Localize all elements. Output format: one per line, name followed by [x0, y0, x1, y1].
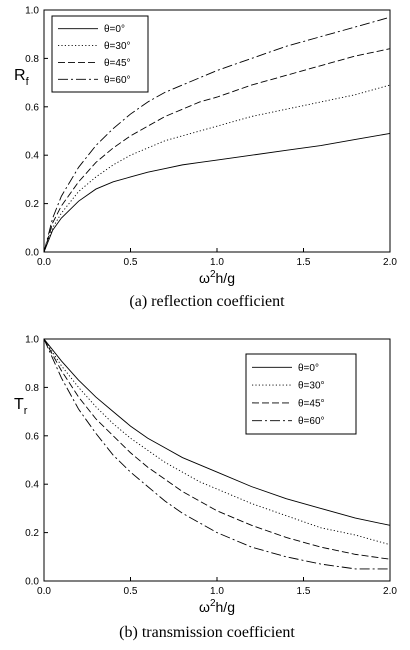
legend-label-1: θ=0°	[298, 363, 319, 374]
legend: θ=0° θ=30° θ=45° θ=60°	[245, 353, 357, 435]
series-line-2	[43, 338, 391, 546]
chart-panel-1: 0.0 0.5 1.0 1.5 2.0 0.0 0.2 0.4 0.6 0.8 1.0 Rf ω2h/g…	[14, 6, 397, 311]
series-line-2	[43, 84, 391, 253]
legend-label-2: θ=30°	[298, 381, 325, 392]
x-tick-label: 0.0	[37, 586, 51, 597]
y-tick-label: 1.0	[25, 335, 39, 346]
series-line-4	[43, 16, 391, 253]
legend-label-3: θ=45°	[104, 58, 131, 69]
x-axis-label: ω2h/g	[199, 598, 235, 615]
y-tick-label: 0.4	[25, 480, 39, 491]
y-axis-label: Rf	[14, 67, 30, 88]
x-tick-label: 1.5	[297, 586, 311, 597]
y-tick-label: 1.0	[25, 6, 39, 17]
x-axis-label: ω2h/g	[199, 269, 235, 286]
y-axis-label: Tr	[14, 396, 28, 417]
y-tick-label: 0.2	[25, 528, 39, 539]
legend-label-1: θ=0°	[104, 24, 125, 35]
y-tick-label: 0.0	[25, 248, 39, 259]
y-tick-label: 0.2	[25, 199, 39, 210]
legend-label-2: θ=30°	[104, 41, 131, 52]
x-tick-label: 1.0	[210, 586, 224, 597]
legend-label-4: θ=60°	[298, 416, 325, 427]
y-tick-label: 0.4	[25, 151, 39, 162]
legend-label-3: θ=45°	[298, 398, 325, 409]
chart-panel-2: 0.0 0.5 1.0 1.5 2.0 0.0 0.2 0.4 0.6 0.8 1.0 Tr ω2h/g…	[14, 335, 397, 642]
legend-box	[51, 15, 149, 93]
x-tick-label: 0.0	[37, 257, 51, 268]
legend-label-4: θ=60°	[104, 75, 131, 86]
series-line-4	[43, 338, 390, 570]
legend: θ=0° θ=30° θ=45° θ=60°	[51, 15, 149, 93]
x-tick-label: 2.0	[383, 586, 397, 597]
x-tick-label: 2.0	[383, 257, 397, 268]
y-tick-label: 0.6	[25, 431, 39, 442]
y-tick-label: 0.8	[25, 383, 39, 394]
chart-caption: (b) transmission coefficient	[119, 624, 295, 641]
y-tick-label: 0.0	[25, 577, 39, 588]
chart-caption: (a) reflection coefficient	[129, 293, 285, 310]
y-tick-label: 0.8	[25, 54, 39, 65]
series-line-1	[43, 132, 391, 253]
series-line-1	[43, 338, 391, 526]
y-tick-label: 0.6	[25, 102, 39, 113]
x-tick-label: 1.0	[210, 257, 224, 268]
x-tick-label: 0.5	[124, 586, 138, 597]
series-line-3	[43, 338, 391, 560]
x-tick-label: 0.5	[124, 257, 138, 268]
x-tick-label: 1.5	[297, 257, 311, 268]
